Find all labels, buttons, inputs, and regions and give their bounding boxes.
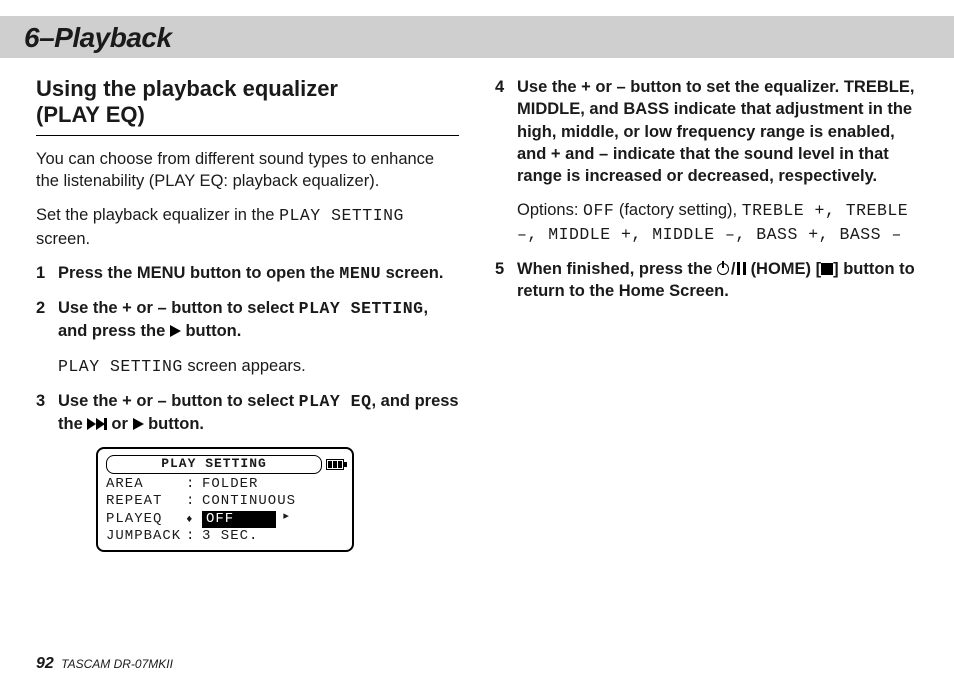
lcd-title-row: PLAY SETTING (106, 455, 344, 473)
play-icon (170, 325, 181, 337)
step-2-body: Use the + or – button to select PLAY SET… (58, 297, 459, 343)
step-4-number: 4 (495, 76, 517, 187)
section-heading: Using the playback equalizer (PLAY EQ) (36, 76, 459, 136)
lcd-row-playeq: PLAYEQ♦OFF ▸ (106, 511, 344, 529)
lcd-right-arrow: ▸ (276, 511, 290, 529)
chapter-title: 6–Playback (24, 22, 954, 54)
content-area: Using the playback equalizer (PLAY EQ) Y… (0, 58, 954, 552)
step-2-text-c: button. (181, 322, 241, 340)
menu-mono: MENU (339, 264, 381, 283)
pause-icon (737, 262, 746, 275)
step-3-text-c: or (107, 415, 133, 433)
intro-paragraph: You can choose from different sound type… (36, 148, 459, 193)
step-1-text-b: screen. (381, 264, 443, 282)
lcd-playeq-value: OFF (202, 511, 276, 529)
lcd-row-area: AREA:FOLDER (106, 476, 344, 494)
options-mid: (factory setting), (614, 201, 741, 219)
step-4-body: Use the + or – button to set the equaliz… (517, 76, 918, 187)
set-prefix: Set the playback equalizer in the (36, 206, 279, 224)
step-2-text-a: Use the + or – button to select (58, 299, 299, 317)
step-3-number: 3 (36, 390, 58, 436)
power-icon (717, 263, 729, 275)
lcd-screenshot: PLAY SETTING AREA:FOLDER REPEAT:CONTINUO… (96, 447, 354, 551)
step-2-sub-text: screen appears. (183, 357, 306, 375)
lcd-repeat-value: CONTINUOUS (202, 493, 296, 511)
step-4-options: Options: OFF (factory setting), TREBLE +… (517, 199, 918, 246)
play-setting-mono-2: PLAY SETTING (299, 299, 424, 318)
lcd-jumpback-label: JUMPBACK (106, 528, 186, 546)
fast-forward-icon (87, 418, 107, 430)
lcd-jumpback-value: 3 SEC. (202, 528, 258, 546)
lcd-playeq-label: PLAYEQ (106, 511, 186, 529)
step-1-body: Press the MENU button to open the MENU s… (58, 262, 459, 285)
lcd-row-jumpback: JUMPBACK:3 SEC. (106, 528, 344, 546)
play-eq-mono: PLAY EQ (299, 392, 372, 411)
play-setting-mono: PLAY SETTING (279, 206, 404, 225)
play-setting-mono-3: PLAY SETTING (58, 357, 183, 376)
battery-icon (326, 459, 344, 470)
step-2-sub: PLAY SETTING screen appears. (58, 355, 459, 378)
step-1-text-a: Press the MENU button to open the (58, 264, 339, 282)
slash-separator: / (731, 260, 736, 278)
step-1: 1 Press the MENU button to open the MENU… (36, 262, 459, 285)
home-label: (HOME) [ (751, 260, 822, 278)
play-icon-2 (133, 418, 144, 430)
lcd-row-repeat: REPEAT:CONTINUOUS (106, 493, 344, 511)
lcd-area-value: FOLDER (202, 476, 258, 494)
stop-icon (821, 263, 833, 275)
step-1-number: 1 (36, 262, 58, 285)
options-prefix: Options: (517, 201, 583, 219)
left-column: Using the playback equalizer (PLAY EQ) Y… (36, 76, 459, 552)
section-title-line2: (PLAY EQ) (36, 102, 145, 127)
lcd-area-label: AREA (106, 476, 186, 494)
step-2-number: 2 (36, 297, 58, 343)
page-footer: 92 TASCAM DR-07MKII (36, 655, 173, 673)
lcd-title: PLAY SETTING (106, 455, 322, 473)
lcd-repeat-label: REPEAT (106, 493, 186, 511)
set-paragraph: Set the playback equalizer in the PLAY S… (36, 204, 459, 250)
step-5-text-a: When finished, press the (517, 260, 717, 278)
model-name: TASCAM DR-07MKII (61, 657, 173, 671)
right-column: 4 Use the + or – button to set the equal… (495, 76, 918, 552)
options-off: OFF (583, 201, 614, 220)
step-3: 3 Use the + or – button to select PLAY E… (36, 390, 459, 436)
step-2: 2 Use the + or – button to select PLAY S… (36, 297, 459, 343)
step-4: 4 Use the + or – button to set the equal… (495, 76, 918, 187)
step-3-text-a: Use the + or – button to select (58, 392, 299, 410)
step-5-body: When finished, press the / (HOME) [] but… (517, 258, 918, 303)
section-title-line1: Using the playback equalizer (36, 76, 338, 101)
set-suffix: screen. (36, 230, 90, 248)
step-3-body: Use the + or – button to select PLAY EQ,… (58, 390, 459, 436)
step-5: 5 When finished, press the / (HOME) [] b… (495, 258, 918, 303)
chapter-header: 6–Playback (0, 16, 954, 58)
step-5-number: 5 (495, 258, 517, 303)
step-3-text-d: button. (144, 415, 204, 433)
page-number: 92 (36, 655, 54, 672)
